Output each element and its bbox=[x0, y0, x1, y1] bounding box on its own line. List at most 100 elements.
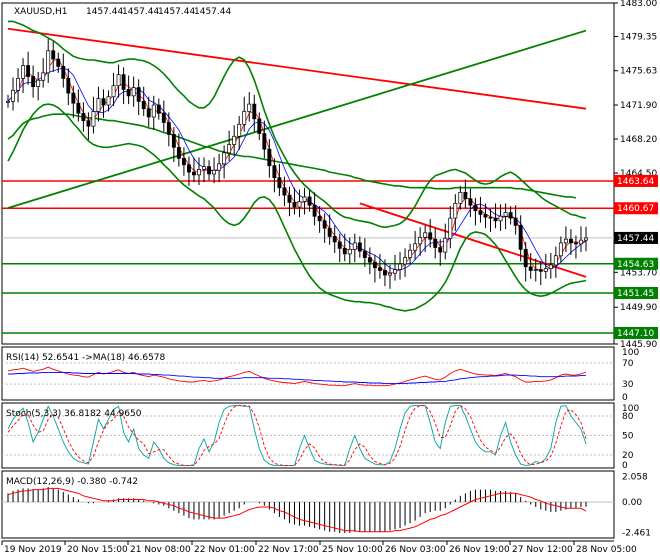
xtick-label: 19 Nov 2019 bbox=[4, 545, 62, 555]
candle-body bbox=[116, 74, 121, 87]
level-tag-bg bbox=[614, 231, 658, 244]
xtick-label: 20 Nov 15:00 bbox=[67, 545, 128, 555]
candle-body bbox=[523, 248, 528, 268]
candle-body bbox=[362, 250, 367, 258]
candle-body bbox=[212, 169, 217, 175]
candle-body bbox=[383, 270, 387, 276]
candle-body bbox=[528, 266, 533, 271]
trendline bbox=[7, 29, 587, 209]
candle-body bbox=[473, 204, 478, 212]
ohlc-open: 1457.44 bbox=[86, 7, 123, 17]
candle-body bbox=[6, 100, 10, 103]
candle-body bbox=[237, 123, 242, 137]
candle-body bbox=[342, 248, 347, 255]
candle-body bbox=[418, 237, 423, 245]
stoch-ytick-label: 20 bbox=[622, 451, 634, 461]
candle-body bbox=[257, 118, 262, 134]
level-tag-label: 1451.45 bbox=[617, 289, 654, 299]
candle-body bbox=[227, 144, 232, 154]
candle-body bbox=[458, 191, 463, 204]
trendline bbox=[7, 27, 587, 110]
candle-body bbox=[71, 92, 76, 104]
bollinger-band-line bbox=[8, 20, 587, 229]
candle-body bbox=[307, 196, 312, 206]
candle-body bbox=[186, 164, 191, 173]
level-tag-bg bbox=[614, 174, 658, 187]
candle-body bbox=[26, 65, 31, 77]
candle-body bbox=[292, 202, 297, 208]
candle-body bbox=[563, 238, 568, 244]
candle-body bbox=[322, 220, 327, 229]
price-ytick-label: 1445.90 bbox=[620, 340, 657, 350]
candle-body bbox=[56, 58, 61, 67]
rsi-line bbox=[8, 371, 587, 385]
grid-lines bbox=[2, 362, 614, 503]
rsi-ma-label: ->MA(18) 46.6578 bbox=[82, 353, 166, 363]
price-ytick-label: 1483.00 bbox=[620, 0, 657, 9]
candle-body bbox=[302, 196, 307, 202]
macd-ytick-label: 2.058 bbox=[622, 472, 648, 482]
candle-body bbox=[101, 98, 106, 106]
price-ytick-label: 1475.63 bbox=[620, 67, 657, 77]
candle-body bbox=[272, 165, 277, 178]
candle-body bbox=[367, 257, 372, 263]
xtick-label: 26 Nov 03:00 bbox=[385, 545, 446, 555]
candle-body bbox=[202, 166, 206, 170]
candle-body bbox=[282, 187, 287, 196]
candle-body bbox=[111, 85, 116, 98]
candle-body bbox=[146, 108, 151, 118]
candle-body bbox=[573, 242, 578, 245]
candle-body bbox=[156, 104, 161, 114]
candle-body bbox=[568, 238, 573, 244]
indicator-layer bbox=[7, 366, 587, 534]
candle-body bbox=[46, 50, 51, 74]
candle-body bbox=[433, 238, 438, 248]
candle-body bbox=[181, 157, 186, 166]
candle-body bbox=[16, 78, 21, 91]
candle-body bbox=[91, 111, 96, 127]
stoch-line bbox=[7, 405, 587, 466]
candle-body bbox=[277, 177, 282, 189]
level-tag-bg bbox=[614, 286, 658, 299]
panel-frame-rsi bbox=[1, 346, 615, 401]
candle-body bbox=[287, 194, 292, 203]
candle-body bbox=[86, 120, 91, 127]
stoch-title: Stoch(5,3,3) 36.8182 44.9650 bbox=[6, 409, 142, 419]
candle-body bbox=[297, 201, 302, 208]
candle-body bbox=[423, 232, 428, 238]
candle-body bbox=[352, 242, 357, 250]
candle-body bbox=[558, 242, 563, 257]
panel-frame-macd bbox=[1, 470, 615, 539]
candle-body bbox=[51, 50, 56, 60]
price-ytick-label: 1464.50 bbox=[620, 169, 657, 179]
level-tags: 1463.64 1460.67 1457.44 1454.63 1451.45 1447.… bbox=[614, 174, 658, 339]
candle-body bbox=[317, 215, 322, 222]
level-tag-bg bbox=[614, 326, 658, 339]
candle-body bbox=[197, 169, 201, 176]
stoch-ytick-label: 100 bbox=[622, 404, 639, 414]
candle-body bbox=[41, 72, 46, 81]
candle-body bbox=[337, 241, 342, 249]
candle-body bbox=[106, 96, 111, 106]
candle-body bbox=[262, 133, 267, 150]
candle-body bbox=[438, 247, 443, 253]
candle-body bbox=[76, 102, 81, 114]
candle-body bbox=[388, 272, 392, 276]
candle-body bbox=[136, 87, 141, 102]
macd-ytick-label: 0.00 bbox=[622, 498, 642, 508]
candle-body bbox=[483, 214, 488, 218]
candle-body bbox=[36, 79, 41, 87]
ohlc-low: 1457.44 bbox=[158, 7, 195, 17]
candle-body bbox=[151, 104, 156, 118]
candle-body bbox=[192, 171, 196, 176]
candle-body bbox=[377, 267, 382, 271]
candle-body bbox=[176, 146, 181, 159]
price-ytick-label: 1471.90 bbox=[620, 101, 657, 111]
candle-body bbox=[518, 225, 523, 250]
xtick-label: 25 Nov 10:00 bbox=[322, 545, 383, 555]
price-ytick-label: 1449.90 bbox=[620, 303, 657, 313]
panels bbox=[1, 2, 615, 542]
candle-body bbox=[166, 122, 171, 135]
macd-title: MACD(12,26,9) -0.380 -0.742 bbox=[6, 477, 138, 487]
